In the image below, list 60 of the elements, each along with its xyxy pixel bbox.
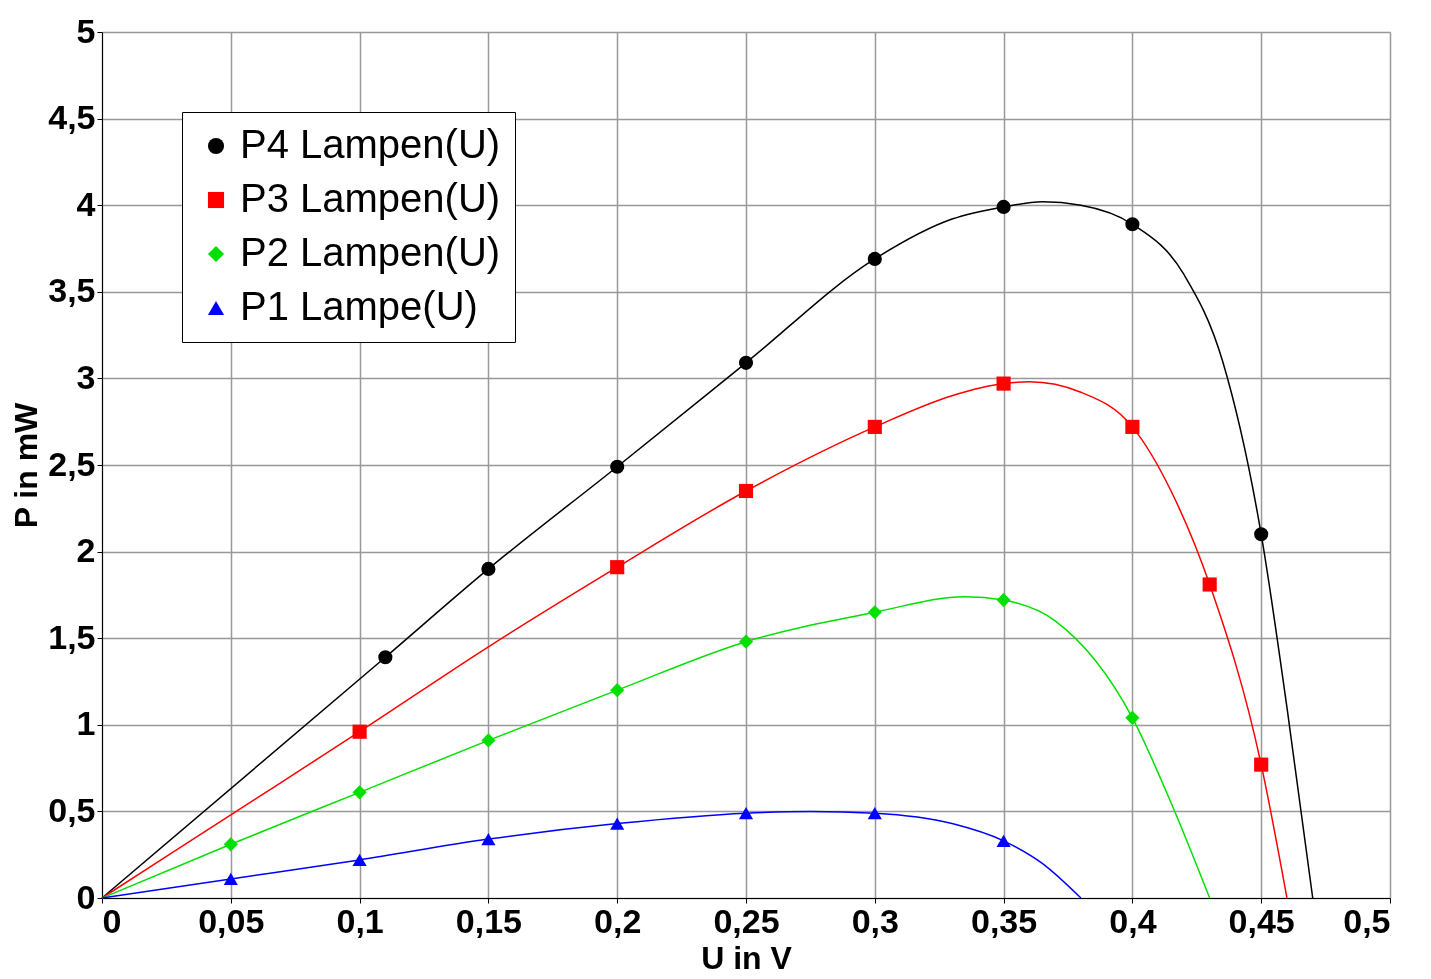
point: [1254, 757, 1269, 772]
point: [738, 355, 754, 370]
point: [738, 807, 754, 820]
point: [867, 605, 882, 620]
x-tick-label: 0,2: [594, 901, 642, 940]
point: [1125, 217, 1140, 232]
y-tick-label: 5: [76, 11, 96, 50]
point: [867, 419, 882, 434]
point: [1125, 710, 1140, 725]
legend-label: P1 Lampe(U): [240, 284, 478, 328]
point: [352, 853, 367, 867]
point: [738, 483, 754, 499]
y-tick-label: 4,5: [48, 98, 96, 137]
point: [996, 199, 1011, 214]
point: [610, 683, 625, 698]
point: [481, 733, 496, 748]
x-tick-label: 0,5: [1343, 901, 1391, 940]
point: [610, 459, 625, 474]
legend-label: P3 Lampen(U): [240, 176, 501, 220]
x-tick-label: 0,45: [1228, 901, 1295, 940]
point: [867, 251, 882, 266]
point: [378, 650, 393, 665]
y-tick-label: 1,5: [48, 617, 96, 656]
y-tick-label: 3,5: [48, 271, 96, 310]
legend-label: P4 Lampen(U): [240, 122, 501, 166]
point: [481, 561, 496, 576]
point: [996, 376, 1011, 391]
x-tick-label: 0,1: [336, 901, 384, 940]
y-tick-label: 2: [76, 531, 96, 570]
point: [610, 560, 625, 575]
y-tick-label: 2,5: [48, 444, 96, 483]
y-tick-label: 3: [76, 357, 96, 396]
y-tick-label: 1: [76, 704, 96, 743]
y-tick-label: 0,5: [48, 790, 96, 829]
x-tick-label: 0: [102, 901, 122, 940]
point: [996, 593, 1011, 608]
y-axis-title: P in mW: [8, 401, 45, 529]
x-tick-label: 0,15: [455, 901, 522, 940]
point: [481, 832, 496, 846]
legend-label: P2 Lampen(U): [240, 230, 501, 274]
point: [1202, 577, 1217, 592]
point: [996, 834, 1011, 847]
x-axis-title: U in V: [701, 939, 793, 976]
point: [867, 807, 882, 820]
x-tick-label: 0,35: [971, 901, 1038, 940]
point: [352, 785, 367, 800]
point: [352, 724, 367, 739]
point: [223, 872, 238, 886]
point: [223, 837, 238, 852]
x-tick-label: 0,05: [198, 901, 265, 940]
point: [1125, 419, 1140, 434]
point: [738, 634, 754, 649]
line-series: [101, 595, 1211, 899]
x-tick-label: 0,3: [851, 901, 899, 940]
x-tick-label: 0,25: [713, 901, 780, 940]
point: [1254, 527, 1269, 542]
y-tick-label: 4: [76, 184, 96, 223]
x-tick-label: 0,4: [1109, 901, 1157, 940]
y-tick-label: 0: [76, 877, 96, 916]
point: [610, 817, 625, 830]
